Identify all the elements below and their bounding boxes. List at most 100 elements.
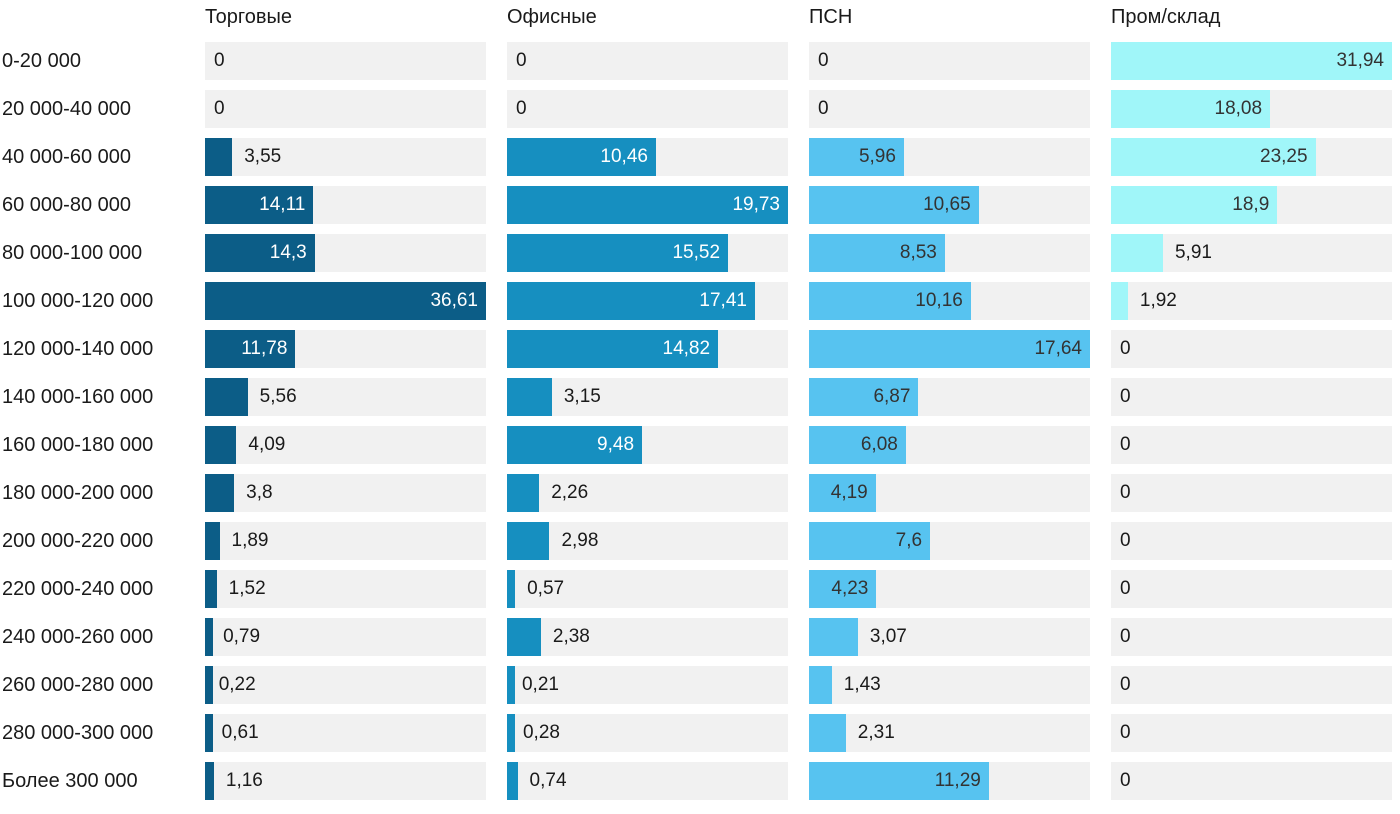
bar-track: 2,98 xyxy=(507,522,788,560)
bar-value-label: 7,6 xyxy=(895,530,923,551)
bar-value-label: 0 xyxy=(1120,626,1131,647)
bar-track: 0 xyxy=(1111,618,1392,656)
bar: 31,94 xyxy=(1111,42,1392,80)
bar-track: 0 xyxy=(507,42,788,80)
bar-track: 0 xyxy=(205,90,486,128)
bar-value-label: 17,64 xyxy=(1034,338,1082,359)
row-label: 120 000-140 000 xyxy=(2,337,154,360)
bar-value-label: 0,28 xyxy=(522,722,560,743)
bar-track: 0 xyxy=(1111,522,1392,560)
bar-track: 11,29 xyxy=(809,762,1090,800)
bar-value-label: 23,25 xyxy=(1260,146,1308,167)
bar-track: 19,73 xyxy=(507,186,788,224)
bar-track: 5,91 xyxy=(1111,234,1392,272)
bar: 14,82 xyxy=(507,330,719,368)
bar: 14,11 xyxy=(205,186,314,224)
bar-track: 9,48 xyxy=(507,426,788,464)
bar xyxy=(205,666,213,704)
row-label: 200 000-220 000 xyxy=(2,529,154,552)
bar-value-label: 15,52 xyxy=(672,242,721,263)
bar-value-label: 6,08 xyxy=(860,434,898,455)
bar-track: 36,61 xyxy=(205,282,486,320)
bar-value-label: 0,22 xyxy=(218,674,256,695)
bar-track: 10,46 xyxy=(507,138,788,176)
bar-track: 3,07 xyxy=(809,618,1090,656)
bar-value-label: 2,38 xyxy=(552,626,590,647)
bar-value-label: 8,53 xyxy=(899,242,937,263)
bar-value-label: 4,19 xyxy=(830,482,868,503)
bar-value-label: 10,46 xyxy=(600,146,648,167)
bar-track: 3,15 xyxy=(507,378,788,416)
corner-spacer xyxy=(2,4,184,32)
bar: 8,53 xyxy=(809,234,945,272)
bar: 36,61 xyxy=(205,282,486,320)
bar-value-label: 0 xyxy=(1120,770,1131,791)
bar-track: 0 xyxy=(205,42,486,80)
bar-track: 4,19 xyxy=(809,474,1090,512)
bar xyxy=(507,570,516,608)
row-label: 180 000-200 000 xyxy=(2,481,154,504)
bar-value-label: 4,09 xyxy=(248,434,286,455)
bar-track: 8,53 xyxy=(809,234,1090,272)
bar-value-label: 18,08 xyxy=(1214,98,1263,119)
bar-track: 0 xyxy=(1111,762,1392,800)
bar-value-label: 3,15 xyxy=(563,386,601,407)
bar: 17,41 xyxy=(507,282,755,320)
bar-value-label: 2,26 xyxy=(551,482,589,503)
bar-track: 0,28 xyxy=(507,714,788,752)
bar-value-label: 0 xyxy=(1120,722,1131,743)
bar xyxy=(1111,282,1128,320)
bar-value-label: 36,61 xyxy=(430,290,478,311)
bar xyxy=(507,378,552,416)
bar-track: 1,43 xyxy=(809,666,1090,704)
bar-track: 0,61 xyxy=(205,714,486,752)
bar: 14,3 xyxy=(205,234,315,272)
row-label: 80 000-100 000 xyxy=(2,241,143,264)
bar-track: 15,52 xyxy=(507,234,788,272)
row-label: 100 000-120 000 xyxy=(2,289,154,312)
bar xyxy=(809,714,846,752)
bar xyxy=(205,426,237,464)
bar: 15,52 xyxy=(507,234,729,272)
row-label: Более 300 000 xyxy=(2,769,138,792)
bar-value-label: 18,9 xyxy=(1232,194,1270,215)
bar xyxy=(809,666,832,704)
bar-track: 5,96 xyxy=(809,138,1090,176)
bar-track: 23,25 xyxy=(1111,138,1392,176)
bar-track: 0,22 xyxy=(205,666,486,704)
bar: 18,9 xyxy=(1111,186,1278,224)
row-label: 160 000-180 000 xyxy=(2,433,154,456)
bar-track: 18,08 xyxy=(1111,90,1392,128)
bar-track: 1,52 xyxy=(205,570,486,608)
column-header: Офисные xyxy=(507,6,597,28)
bar-track: 3,55 xyxy=(205,138,486,176)
bar-track: 6,87 xyxy=(809,378,1090,416)
bar-track: 14,3 xyxy=(205,234,486,272)
bar: 4,23 xyxy=(809,570,877,608)
bar-track: 0 xyxy=(1111,426,1392,464)
bar-track: 10,16 xyxy=(809,282,1090,320)
bar-track: 4,09 xyxy=(205,426,486,464)
bar xyxy=(205,762,214,800)
bar xyxy=(507,474,540,512)
bar-track: 18,9 xyxy=(1111,186,1392,224)
bar-value-label: 2,98 xyxy=(561,530,599,551)
row-label: 220 000-240 000 xyxy=(2,577,154,600)
row-label: 40 000-60 000 xyxy=(2,145,132,168)
bar-value-label: 0 xyxy=(1120,578,1131,599)
bar: 4,19 xyxy=(809,474,876,512)
bar-track: 14,11 xyxy=(205,186,486,224)
bar-value-label: 0 xyxy=(1120,434,1131,455)
bar-value-label: 0 xyxy=(818,50,829,71)
bar-value-label: 0 xyxy=(1120,674,1131,695)
bar-track: 17,64 xyxy=(809,330,1090,368)
bar: 18,08 xyxy=(1111,90,1271,128)
bar xyxy=(205,522,220,560)
bar-track: 0,74 xyxy=(507,762,788,800)
column-header: Пром/склад xyxy=(1111,6,1221,28)
bar-track: 0 xyxy=(809,90,1090,128)
bar-track: 0 xyxy=(809,42,1090,80)
row-label: 280 000-300 000 xyxy=(2,721,154,744)
bar-track: 10,65 xyxy=(809,186,1090,224)
